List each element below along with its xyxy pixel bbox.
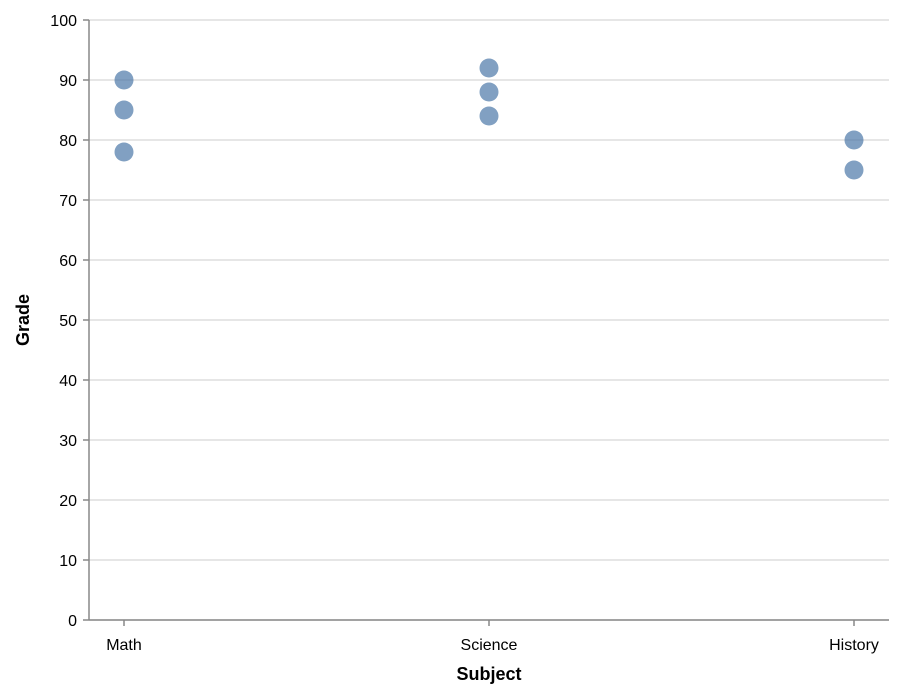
- y-tick-label: 90: [59, 73, 77, 90]
- data-point: [479, 106, 499, 126]
- x-tick-label: History: [829, 637, 879, 654]
- y-tick-label: 40: [59, 373, 77, 390]
- data-point: [844, 130, 864, 150]
- data-point: [114, 70, 134, 90]
- y-tick-label: 0: [68, 613, 77, 630]
- x-axis-title: Subject: [456, 664, 521, 684]
- y-axis-title: Grade: [13, 294, 33, 346]
- y-tick-label: 20: [59, 493, 77, 510]
- y-tick-label: 60: [59, 253, 77, 270]
- x-tick-label: Science: [461, 637, 518, 654]
- data-point: [479, 82, 499, 102]
- y-tick-label: 100: [50, 13, 77, 30]
- data-point: [479, 58, 499, 78]
- grid-lines: [89, 19, 889, 621]
- data-point: [114, 142, 134, 162]
- data-point: [844, 160, 864, 180]
- y-tick-label: 70: [59, 193, 77, 210]
- axes: 0 10 20 30 40 50 60 70 80 90 100 Math Science History: [50, 13, 889, 654]
- data-points: [114, 58, 864, 180]
- y-tick-label: 30: [59, 433, 77, 450]
- y-tick-label: 50: [59, 313, 77, 330]
- y-tick-label: 10: [59, 553, 77, 570]
- y-tick-label: 80: [59, 133, 77, 150]
- data-point: [114, 100, 134, 120]
- x-tick-label: Math: [106, 637, 142, 654]
